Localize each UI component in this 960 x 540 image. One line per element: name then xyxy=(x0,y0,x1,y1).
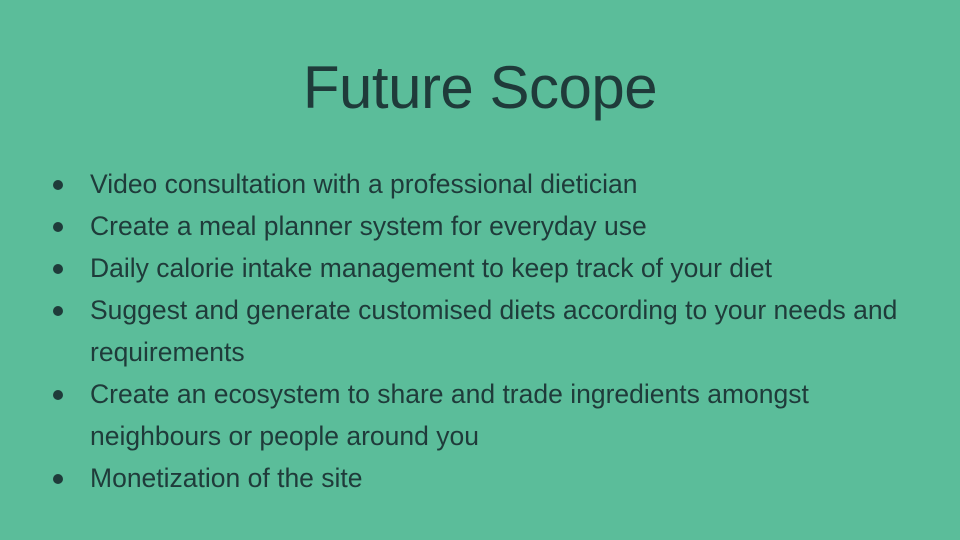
bullet-dot-icon xyxy=(53,180,63,190)
bullet-item: Create a meal planner system for everyda… xyxy=(50,205,930,247)
bullet-text: Daily calorie intake management to keep … xyxy=(90,253,772,283)
bullet-text: Monetization of the site xyxy=(90,463,363,493)
bullet-text: Suggest and generate customised diets ac… xyxy=(90,295,898,367)
bullet-item: Monetization of the site xyxy=(50,457,930,499)
bullet-item: Suggest and generate customised diets ac… xyxy=(50,289,930,373)
bullet-item: Daily calorie intake management to keep … xyxy=(50,247,930,289)
bullet-dot-icon xyxy=(53,474,63,484)
bullet-text: Create a meal planner system for everyda… xyxy=(90,211,647,241)
slide-title: Future Scope xyxy=(302,54,658,121)
bullet-text: Create an ecosystem to share and trade i… xyxy=(90,379,809,451)
bullet-dot-icon xyxy=(53,390,63,400)
bullet-dot-icon xyxy=(53,264,63,274)
bullet-item: Create an ecosystem to share and trade i… xyxy=(50,373,930,457)
bullet-dot-icon xyxy=(53,306,63,316)
bullet-list: Video consultation with a professional d… xyxy=(50,163,930,499)
bullet-dot-icon xyxy=(53,222,63,232)
bullet-text: Video consultation with a professional d… xyxy=(90,169,638,199)
bullet-item: Video consultation with a professional d… xyxy=(50,163,930,205)
